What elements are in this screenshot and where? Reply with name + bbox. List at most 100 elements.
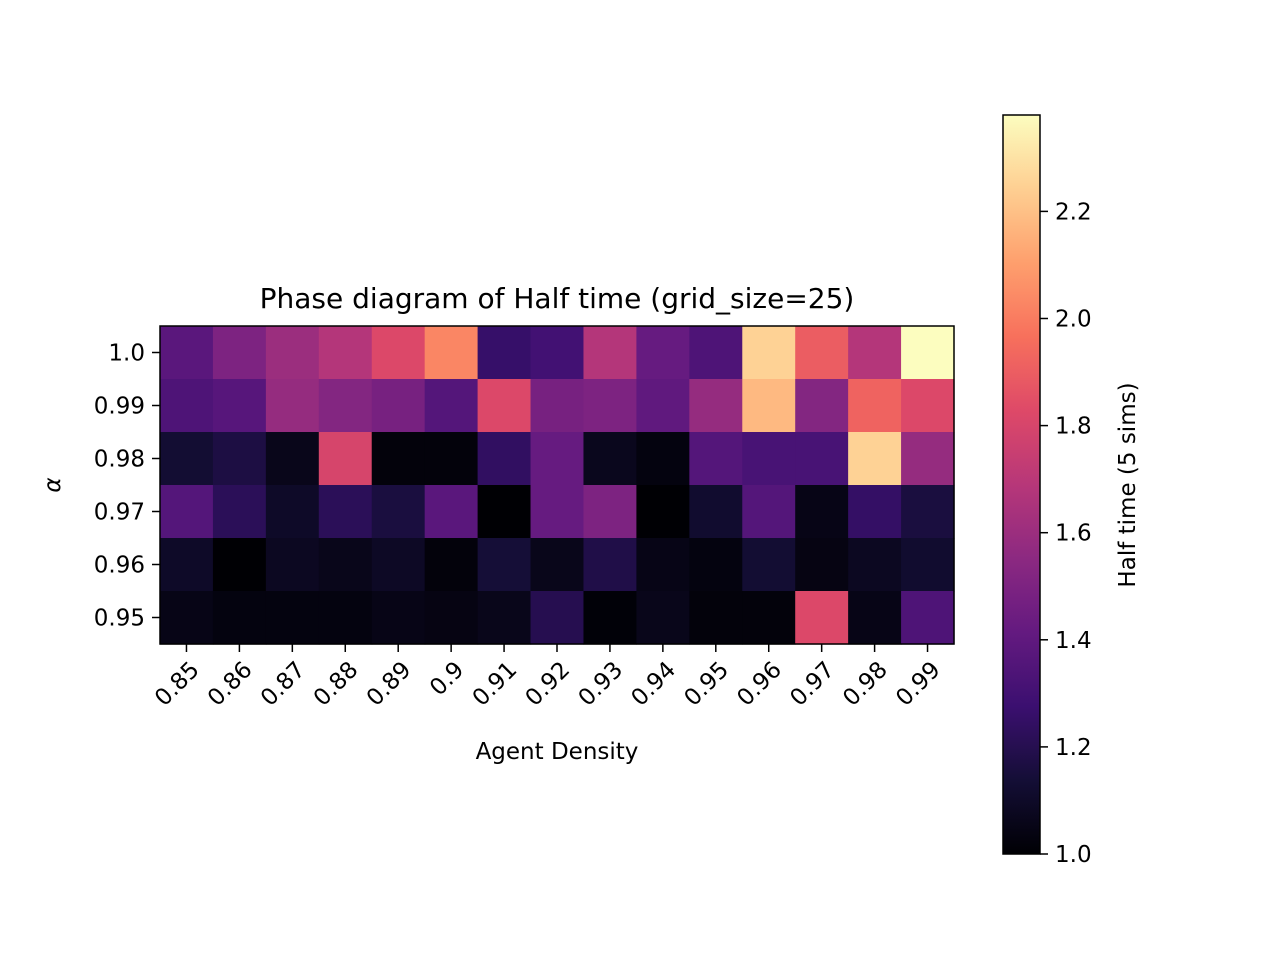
heatmap-cell xyxy=(212,432,267,486)
heatmap-cell xyxy=(583,538,637,592)
heatmap-cell xyxy=(689,326,743,380)
heatmap-cell xyxy=(265,326,320,380)
heatmap-cell xyxy=(636,591,690,645)
heatmap-cell xyxy=(371,326,426,380)
heatmap-cell xyxy=(901,485,955,539)
colorbar-tick-label: 1.2 xyxy=(1055,735,1092,761)
heatmap-cell xyxy=(636,432,690,486)
heatmap-cell xyxy=(160,326,214,380)
heatmap-cell xyxy=(636,538,690,592)
heatmap-cell xyxy=(689,591,743,645)
heatmap-cell xyxy=(160,379,214,433)
heatmap-cell xyxy=(742,591,796,645)
heatmap-cell xyxy=(212,538,267,592)
heatmap-cell xyxy=(212,379,267,433)
heatmap-cell xyxy=(477,591,532,645)
y-axis-label: α xyxy=(40,477,66,492)
heatmap-cell xyxy=(795,326,849,380)
heatmap-cell xyxy=(636,485,690,539)
heatmap-cell xyxy=(318,326,373,380)
heatmap-cell xyxy=(689,379,743,433)
heatmap-cell xyxy=(689,432,743,486)
colorbar-tick-label: 1.8 xyxy=(1055,414,1092,440)
y-tick-label: 0.95 xyxy=(94,606,145,632)
heatmap-cell xyxy=(530,538,585,592)
heatmap-cell xyxy=(265,538,320,592)
colorbar-tick-label: 1.6 xyxy=(1055,521,1092,547)
heatmap-cell xyxy=(636,326,690,380)
heatmap-cell xyxy=(371,591,426,645)
heatmap-cell xyxy=(424,485,479,539)
x-axis-label: Agent Density xyxy=(476,739,639,765)
heatmap-cell xyxy=(742,379,796,433)
heatmap-cell xyxy=(371,538,426,592)
heatmap-cell xyxy=(583,326,637,380)
heatmap-cell xyxy=(795,379,849,433)
heatmap-cell xyxy=(636,379,690,433)
heatmap-cell xyxy=(583,379,637,433)
heatmap-cell xyxy=(583,485,637,539)
heatmap-cell xyxy=(848,379,902,433)
heatmap-cell xyxy=(371,432,426,486)
heatmap-cell xyxy=(848,432,902,486)
heatmap-cell xyxy=(901,379,955,433)
heatmap-cell xyxy=(689,485,743,539)
heatmap-cell xyxy=(848,538,902,592)
y-tick-label: 0.96 xyxy=(94,553,145,579)
heatmap-cell xyxy=(901,538,955,592)
heatmap-cell xyxy=(848,326,902,380)
heatmap-cell xyxy=(424,591,479,645)
heatmap-cell xyxy=(424,538,479,592)
colorbar-tick-label: 1.4 xyxy=(1055,628,1092,654)
heatmap-cell xyxy=(265,432,320,486)
y-tick-label: 0.98 xyxy=(94,447,145,473)
heatmap-cell xyxy=(795,538,849,592)
heatmap-cell xyxy=(530,379,585,433)
heatmap-cell xyxy=(265,379,320,433)
heatmap-cell xyxy=(795,591,849,645)
colorbar xyxy=(1002,114,1041,855)
heatmap-cell xyxy=(318,379,373,433)
heatmap-cell xyxy=(477,379,532,433)
heatmap-cell xyxy=(212,485,267,539)
heatmap-cell xyxy=(530,326,585,380)
heatmap-cell xyxy=(901,432,955,486)
heatmap-cell xyxy=(689,538,743,592)
heatmap-cell xyxy=(212,326,267,380)
heatmap-cell xyxy=(160,432,214,486)
heatmap-cell xyxy=(477,538,532,592)
y-axis-ticks: 1.0 0.99 0.98 0.97 0.96 0.95 xyxy=(94,341,160,632)
heatmap-cell xyxy=(318,591,373,645)
colorbar-ticks: 1.0 1.2 1.4 1.6 1.8 2.0 2.2 xyxy=(1040,199,1092,868)
heatmap-cell xyxy=(530,591,585,645)
heatmap-cell xyxy=(160,538,214,592)
heatmap-cells xyxy=(160,326,955,645)
heatmap-cell xyxy=(795,432,849,486)
heatmap-cell xyxy=(318,432,373,486)
y-tick-label: 0.99 xyxy=(94,394,145,420)
y-tick-label: 0.97 xyxy=(94,500,145,526)
heatmap-cell xyxy=(318,538,373,592)
heatmap-cell xyxy=(795,485,849,539)
heatmap-cell xyxy=(265,591,320,645)
heatmap-cell xyxy=(742,538,796,592)
heatmap-cell xyxy=(742,485,796,539)
heatmap-cell xyxy=(160,485,214,539)
heatmap-cell xyxy=(742,432,796,486)
heatmap-cell xyxy=(901,326,955,380)
heatmap-cell xyxy=(424,326,479,380)
heatmap-cell xyxy=(583,432,637,486)
heatmap-cell xyxy=(318,485,373,539)
heatmap-cell xyxy=(742,326,796,380)
colorbar-tick-label: 2.2 xyxy=(1055,199,1092,225)
colorbar-tick-label: 1.0 xyxy=(1055,842,1092,868)
heatmap-cell xyxy=(848,485,902,539)
heatmap-cell xyxy=(212,591,267,645)
heatmap-cell xyxy=(530,432,585,486)
heatmap-cell xyxy=(477,485,532,539)
heatmap-cell xyxy=(901,591,955,645)
y-tick-label: 1.0 xyxy=(108,341,145,367)
heatmap-cell xyxy=(265,485,320,539)
heatmap-cell xyxy=(371,485,426,539)
